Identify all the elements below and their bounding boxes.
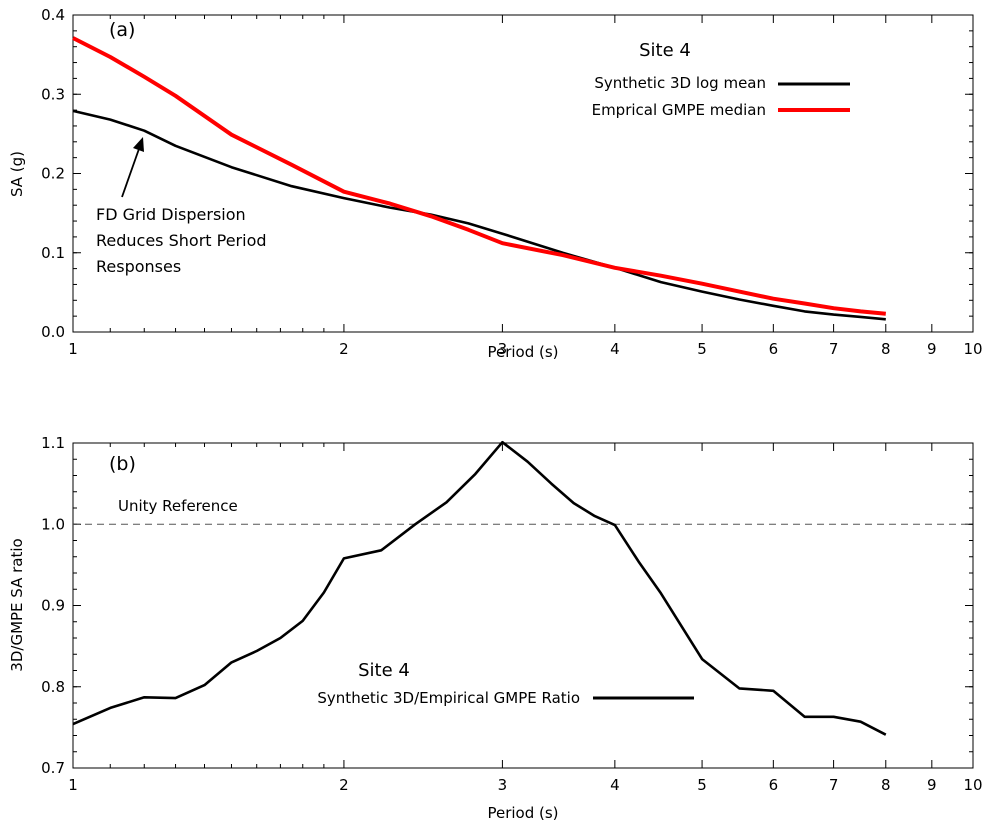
y-tick-label: 1.0 (41, 515, 65, 533)
x-tick-label: 1 (68, 776, 78, 794)
y-tick-labels-a: 0.0 0.1 0.2 0.3 0.4 (41, 6, 65, 341)
x-tick-label: 7 (829, 776, 839, 794)
x-tick-label: 8 (881, 340, 891, 358)
x-tick-label: 3 (498, 776, 508, 794)
legend-a: Synthetic 3D log mean Emprical GMPE medi… (592, 74, 850, 119)
x-tick-label: 5 (697, 340, 707, 358)
panel-label-a: (a) (109, 19, 135, 41)
x-tick-label: 9 (927, 776, 937, 794)
x-tick-label: 9 (927, 340, 937, 358)
x-tick-label: 2 (339, 340, 349, 358)
annotation-line-2: Reduces Short Period (96, 231, 267, 250)
legend-label-synthetic: Synthetic 3D log mean (594, 74, 766, 92)
x-tick-label: 2 (339, 776, 349, 794)
panel-a: 1 2 3 4 5 6 7 8 9 10 0.0 0.1 0.2 0.3 0.4 (a) Site 4 S… (8, 6, 983, 361)
chart-title-b: Site 4 (358, 660, 410, 681)
annotation-line-3: Responses (96, 257, 181, 276)
legend-label-ratio: Synthetic 3D/Empirical GMPE Ratio (317, 689, 580, 707)
series-line-primary (72, 440, 887, 736)
x-tick-labels-b: 1 2 3 4 5 6 7 8 9 10 (68, 776, 982, 794)
ticks-a (72, 14, 974, 333)
y-tick-label: 0.7 (41, 759, 65, 777)
x-tick-label: 7 (829, 340, 839, 358)
x-tick-label: 5 (697, 776, 707, 794)
x-tick-labels-a: 1 2 3 4 5 6 7 8 9 10 (68, 340, 982, 358)
annotation-a: FD Grid Dispersion Reduces Short Period … (96, 137, 267, 276)
chart-title-a: Site 4 (639, 40, 691, 61)
y-tick-labels-b: 0.7 0.8 0.9 1.0 1.1 (41, 434, 65, 777)
plot-frame-a (72, 14, 974, 333)
legend-label-gmpe: Emprical GMPE median (592, 101, 766, 119)
annotation-line-1: FD Grid Dispersion (96, 205, 246, 224)
x-axis-title-b: Period (s) (487, 804, 558, 822)
x-tick-label: 4 (610, 776, 620, 794)
y-tick-label: 0.8 (41, 678, 65, 696)
ticks-b (72, 442, 974, 769)
x-tick-label: 4 (610, 340, 620, 358)
plot-frame-b (72, 442, 974, 769)
annotation-arrowhead (133, 137, 144, 152)
y-tick-label: 0.1 (41, 244, 65, 262)
y-tick-label: 0.2 (41, 165, 65, 183)
y-axis-title-a: SA (g) (8, 151, 26, 197)
unity-reference-label: Unity Reference (118, 497, 238, 515)
annotation-arrow (121, 145, 141, 198)
x-tick-label: 6 (769, 776, 779, 794)
legend-b: Synthetic 3D/Empirical GMPE Ratio (317, 689, 694, 707)
y-axis-title-b: 3D/GMPE SA ratio (8, 538, 26, 671)
y-tick-label: 0.9 (41, 597, 65, 615)
y-tick-label: 0.4 (41, 6, 65, 24)
panel-label-b: (b) (109, 453, 136, 475)
x-tick-label: 10 (963, 340, 982, 358)
x-tick-label: 3 (498, 340, 508, 358)
x-axis-title-a: Period (s) (487, 343, 558, 361)
x-tick-label: 1 (68, 340, 78, 358)
series-group-b (72, 440, 887, 736)
x-tick-label: 6 (769, 340, 779, 358)
x-tick-label: 10 (963, 776, 982, 794)
panel-b: 1 2 3 4 5 6 7 8 9 10 0.7 0.8 0.9 1.0 1.1 Unity Refere… (8, 434, 983, 822)
y-tick-label: 1.1 (41, 434, 65, 452)
y-tick-label: 0.0 (41, 323, 65, 341)
y-tick-label: 0.3 (41, 85, 65, 103)
series-group-a (72, 36, 886, 321)
x-tick-label: 8 (881, 776, 891, 794)
